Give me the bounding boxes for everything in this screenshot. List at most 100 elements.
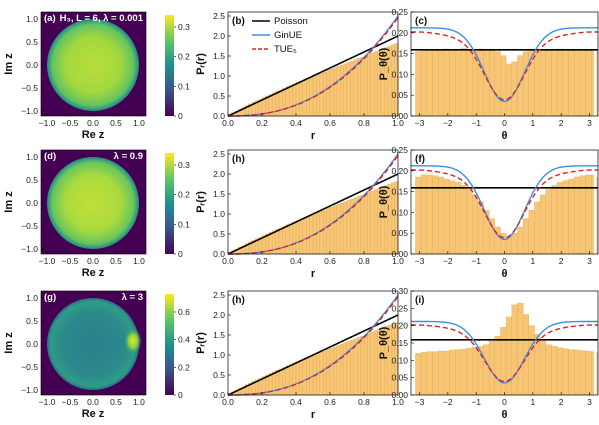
histogram-bar — [511, 304, 518, 396]
histogram-bar — [292, 221, 297, 255]
x-tick-label: 0.6 — [324, 256, 336, 266]
histogram-bar — [466, 49, 473, 117]
x-axis-label: θ — [502, 268, 508, 280]
y-tick-label: −1.0 — [21, 244, 38, 254]
panel-label: (d) — [44, 151, 56, 162]
legend: Poisson GinUE TUE₅ — [252, 16, 308, 55]
x-tick-label: 1.0 — [392, 256, 404, 266]
histogram-bar — [275, 228, 280, 255]
histogram-bar — [367, 333, 371, 396]
y-tick-label: 0.5 — [26, 37, 38, 47]
density-disc — [47, 298, 139, 390]
x-tick-label: −0.5 — [62, 118, 79, 128]
plot-frame — [227, 149, 399, 255]
y-tick-label: 0.0 — [213, 249, 225, 259]
x-tick-label: −0.5 — [62, 256, 79, 266]
histogram-bar — [522, 218, 530, 255]
histogram-bar — [415, 51, 422, 117]
panel-label: (b) — [232, 16, 245, 27]
y-tick-label: −0.5 — [21, 83, 38, 93]
panel-annotation: H₃, L = 6, λ = 0.001 — [60, 13, 144, 24]
histogram-bar — [363, 55, 368, 117]
panel-label: (h) — [232, 154, 245, 165]
histogram-bar — [299, 218, 303, 255]
histogram-bar — [319, 72, 324, 117]
colorbar — [165, 15, 174, 116]
chart-panel-5: 0.0 0.2 0.4 0.6 0.8 1.0 0.0 0.5 1.0 1.5 2.0 2.5 r Pᵣ(… — [195, 290, 404, 421]
chart-panel-1: 0.0 0.2 0.4 0.6 0.8 1.0 0.0 0.5 1.0 1.5 2.0 2.5 r Pᵣ(… — [195, 11, 404, 142]
histogram-bar — [585, 49, 592, 117]
histogram-bar — [282, 367, 286, 396]
histogram-bar — [292, 362, 297, 396]
histogram-bar — [326, 70, 331, 117]
histogram-bar — [370, 332, 375, 396]
y-tick-label: 0.25 — [391, 145, 408, 155]
histogram-bar — [539, 194, 547, 255]
y-tick-label: 0.05 — [391, 373, 408, 383]
histogram-bar — [454, 182, 462, 255]
histogram-bar — [340, 64, 344, 117]
histogram-bar — [343, 342, 348, 396]
density-panel-3: −1.0 −0.5 0.0 0.5 1.0 1.0 0.5 0.0 −0.5 −1.0 Re z Im… — [3, 290, 190, 420]
chart-panel-2: −3 −2 −1 0 1 2 3 0.00 0.05 0.10 0.15 0.20 0.25 θ P_θ(θ… — [378, 7, 599, 142]
histogram-bar — [292, 83, 297, 117]
x-tick-label: 1.0 — [133, 397, 145, 407]
series-line-tue — [228, 17, 399, 117]
x-axis-label: r — [311, 130, 316, 142]
histogram-bar — [466, 189, 473, 255]
histogram-bar — [370, 53, 375, 117]
y-tick-label: 0.0 — [213, 111, 225, 121]
x-tick-label: 2 — [559, 397, 564, 407]
y-tick-label: 0.5 — [26, 316, 38, 326]
y-axis-label: Im z — [3, 191, 15, 213]
x-tick-label: 0.0 — [87, 397, 99, 407]
histogram-bar — [585, 351, 592, 396]
y-tick-label: 1.0 — [26, 152, 38, 162]
histogram-bar — [466, 348, 473, 396]
y-tick-label: 1.0 — [213, 209, 225, 219]
histogram-bar — [505, 316, 513, 396]
histogram-bar — [545, 344, 552, 396]
histogram-bar — [363, 334, 368, 396]
x-tick-label: 1.0 — [392, 397, 404, 407]
series-line-tue — [410, 31, 599, 101]
legend-label: TUE₅ — [274, 44, 297, 55]
y-tick-label: 0.0 — [26, 198, 38, 208]
histogram-bar — [579, 350, 586, 396]
histogram-bar — [319, 210, 324, 255]
histogram-bar — [511, 232, 518, 255]
y-tick-label: 1.5 — [213, 51, 225, 61]
histogram-bar — [585, 174, 592, 255]
histogram-bar — [437, 49, 445, 117]
histogram-bar — [539, 49, 547, 117]
histogram-bar — [522, 51, 530, 117]
y-tick-label: 1.0 — [26, 293, 38, 303]
y-tick-label: 2.5 — [213, 11, 225, 21]
histogram-bar — [367, 54, 371, 117]
histogram-bar — [333, 67, 337, 117]
x-tick-label: 0.0 — [87, 118, 99, 128]
x-tick-label: −2 — [443, 397, 453, 407]
x-tick-label: 1.0 — [392, 118, 404, 128]
histogram-bar — [323, 209, 327, 255]
histogram-bar — [590, 174, 594, 255]
histogram-bar — [551, 185, 558, 255]
density-disc — [47, 157, 139, 249]
histogram-bar — [494, 335, 501, 396]
histogram-bar — [534, 48, 541, 117]
histogram-bar — [420, 174, 428, 255]
y-tick-label: 0.10 — [391, 69, 408, 79]
histogram-bar — [505, 63, 513, 117]
x-tick-label: −3 — [415, 118, 425, 128]
histogram-bar — [285, 86, 290, 117]
x-tick-label: 0.2 — [256, 256, 268, 266]
histogram-bar — [340, 202, 344, 255]
histogram-bar — [483, 50, 490, 117]
colorbar-tick-label: 0.1 — [178, 81, 190, 91]
histogram-bar — [295, 220, 300, 255]
colorbar-tick-label: 0.4 — [178, 335, 190, 345]
histogram-bar — [432, 351, 439, 396]
x-axis-label: Re z — [82, 267, 105, 279]
histogram-bar — [505, 237, 513, 255]
colorbar-tick-label: 0.3 — [178, 160, 190, 170]
